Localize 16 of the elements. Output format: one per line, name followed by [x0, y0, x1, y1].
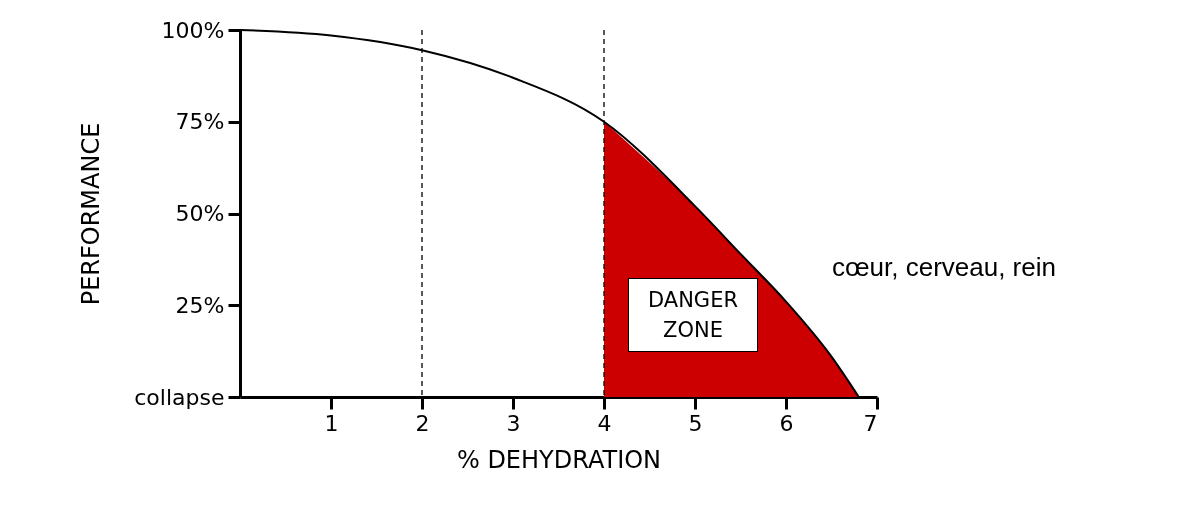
y-tick-label: 50% — [175, 201, 225, 226]
annotation: cœur, cerveau, rein — [832, 252, 1056, 283]
x-tick-label: 1 — [324, 410, 339, 436]
y-axis-title: PERFORMANCE — [77, 122, 106, 306]
y-tick-label: 100% — [161, 17, 225, 43]
x-tick-label: 6 — [779, 410, 794, 436]
x-tick-label: 5 — [688, 410, 703, 436]
y-tick-label: 75% — [175, 109, 225, 135]
x-tick-label: 2 — [415, 410, 430, 436]
x-axis-title: % DEHYDRATION — [456, 445, 662, 474]
x-tick-label: 3 — [506, 410, 521, 436]
x-tick-label: 4 — [597, 410, 612, 436]
annotation: DANGER ZONE — [628, 278, 758, 352]
y-tick-label: collapse — [134, 384, 225, 410]
y-tick-label: 25% — [175, 292, 225, 318]
x-tick-label: 7 — [863, 410, 878, 436]
